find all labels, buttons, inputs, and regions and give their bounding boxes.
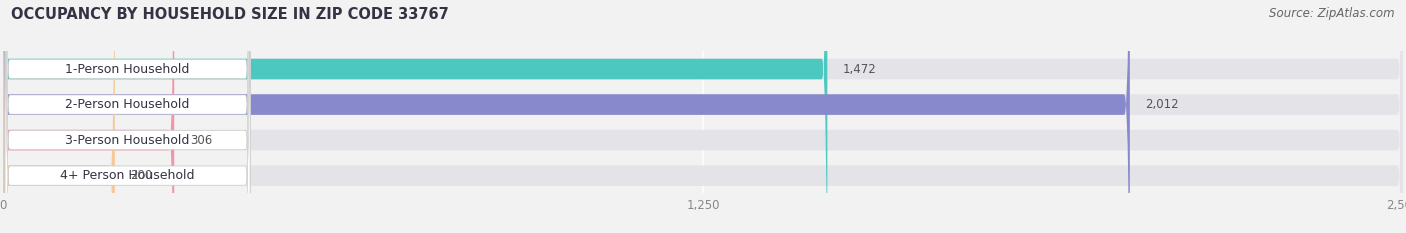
FancyBboxPatch shape — [3, 0, 174, 233]
FancyBboxPatch shape — [6, 0, 250, 233]
Text: 306: 306 — [190, 134, 212, 147]
FancyBboxPatch shape — [3, 0, 115, 233]
Text: 200: 200 — [131, 169, 153, 182]
Text: 4+ Person Household: 4+ Person Household — [60, 169, 195, 182]
FancyBboxPatch shape — [3, 0, 1403, 233]
Bar — [3, 51, 1403, 87]
FancyBboxPatch shape — [3, 0, 827, 233]
Bar — [3, 122, 1403, 158]
Bar — [3, 158, 1403, 193]
Bar — [3, 87, 1403, 122]
Text: OCCUPANCY BY HOUSEHOLD SIZE IN ZIP CODE 33767: OCCUPANCY BY HOUSEHOLD SIZE IN ZIP CODE … — [11, 7, 449, 22]
FancyBboxPatch shape — [6, 0, 250, 233]
Text: 1,472: 1,472 — [844, 62, 877, 75]
FancyBboxPatch shape — [3, 0, 1403, 233]
Text: 2-Person Household: 2-Person Household — [66, 98, 190, 111]
Text: 1-Person Household: 1-Person Household — [66, 62, 190, 75]
Text: Source: ZipAtlas.com: Source: ZipAtlas.com — [1270, 7, 1395, 20]
Text: 2,012: 2,012 — [1146, 98, 1180, 111]
FancyBboxPatch shape — [6, 0, 250, 233]
FancyBboxPatch shape — [6, 0, 250, 233]
FancyBboxPatch shape — [3, 0, 1130, 233]
Text: 3-Person Household: 3-Person Household — [66, 134, 190, 147]
FancyBboxPatch shape — [3, 0, 1403, 233]
FancyBboxPatch shape — [3, 0, 1403, 233]
